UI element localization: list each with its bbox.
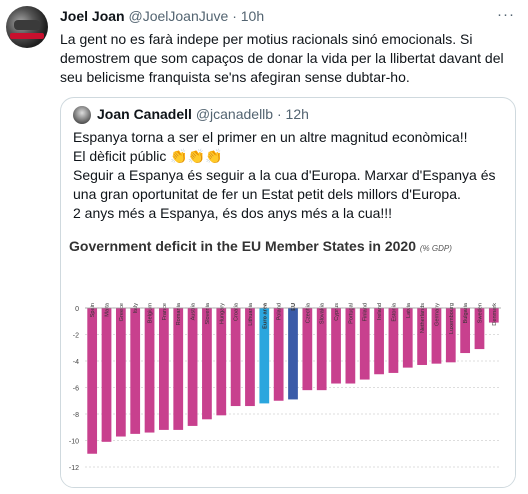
avatar-shape <box>14 20 40 30</box>
bar <box>460 308 471 354</box>
category-label: Greece <box>119 303 125 321</box>
bar <box>388 308 399 373</box>
bar <box>245 308 255 407</box>
category-label: Hungary <box>219 303 225 324</box>
quoted-author-name: Joan Canadell <box>97 106 192 122</box>
tweet-text: La gent no es farà indepe per motius rac… <box>60 31 504 85</box>
bar <box>87 308 98 454</box>
bar <box>259 308 270 404</box>
bar <box>331 308 341 384</box>
bar <box>431 308 442 364</box>
chart-title-text: Government deficit in the EU Member Stat… <box>69 238 416 254</box>
category-label: Sweden <box>477 303 483 323</box>
y-tick-label: -6 <box>73 386 79 393</box>
category-label: Netherlands <box>420 303 426 333</box>
category-label: Bulgaria <box>463 302 469 323</box>
bar <box>115 308 126 437</box>
separator-dot: · <box>276 106 282 122</box>
bar <box>374 308 384 375</box>
category-label: EU <box>291 303 297 311</box>
bar <box>316 308 327 391</box>
bar <box>187 308 198 426</box>
more-icon[interactable]: ··· <box>497 6 515 23</box>
avatar-shape <box>10 33 44 39</box>
chart-image[interactable]: Government deficit in the EU Member Stat… <box>61 236 515 487</box>
author-name[interactable]: Joel Joan <box>60 8 125 24</box>
bar <box>101 308 112 442</box>
tweet-time[interactable]: 10h <box>240 8 265 24</box>
category-label: Austria <box>191 302 197 320</box>
chart-title: Government deficit in the EU Member Stat… <box>69 238 452 254</box>
bar <box>159 308 169 430</box>
category-label: Czechia <box>305 302 311 323</box>
bar <box>273 308 284 401</box>
category-label: Finland <box>363 303 369 321</box>
category-label: Croatia <box>234 302 240 321</box>
category-label: Romania <box>176 302 182 325</box>
category-label: Cyprus <box>334 303 340 321</box>
category-label: Slovenia <box>205 302 211 324</box>
bar <box>173 308 184 430</box>
category-label: Poland <box>277 303 283 320</box>
y-tick-label: -4 <box>73 359 79 366</box>
bar <box>144 308 155 433</box>
bar <box>130 308 141 434</box>
category-label: Latvia <box>406 302 412 318</box>
bar <box>402 308 413 368</box>
category-label: Spain <box>90 303 96 317</box>
category-label: Slovakia <box>320 302 326 324</box>
quoted-author-avatar <box>73 106 91 124</box>
bar <box>202 308 212 420</box>
category-label: Ireland <box>377 303 383 320</box>
bar <box>488 308 499 323</box>
category-label: Portugal <box>348 303 354 324</box>
bar <box>417 308 427 365</box>
y-tick-label: -12 <box>69 465 79 472</box>
y-tick-label: -2 <box>73 333 79 340</box>
bar <box>345 308 356 384</box>
category-label: Euro area <box>262 302 268 329</box>
bar <box>359 308 370 380</box>
bar <box>474 308 485 350</box>
y-tick-label: 0 <box>75 306 79 313</box>
category-label: Luxembourg <box>449 303 455 334</box>
author-avatar[interactable] <box>6 6 48 48</box>
category-label: Denmark <box>492 303 498 326</box>
y-tick-label: -8 <box>73 412 79 419</box>
quoted-author-handle: @jcanadellb <box>195 106 274 122</box>
bar <box>230 308 241 407</box>
separator-dot: · <box>232 8 237 24</box>
quoted-tweet-header: Joan Canadell @jcanadellb · 12h <box>97 106 309 122</box>
quoted-tweet-time: 12h <box>285 106 309 122</box>
category-label: Malta <box>105 302 111 317</box>
chart-subtitle: (% GDP) <box>419 244 452 253</box>
quoted-tweet-text: Espanya torna a ser el primer en un altr… <box>73 129 496 221</box>
category-label: Germany <box>434 303 440 326</box>
category-label: France <box>162 303 168 320</box>
category-label: Estonia <box>391 302 397 322</box>
bar <box>216 308 227 416</box>
category-label: Lithuania <box>248 302 254 326</box>
category-label: Belgium <box>148 303 154 324</box>
quoted-tweet[interactable]: Joan Canadell @jcanadellb · 12h Espanya … <box>60 97 516 488</box>
y-tick-label: -10 <box>69 439 79 446</box>
tweet-header: Joel Joan @JoelJoanJuve · 10h <box>60 8 264 24</box>
bar <box>445 308 456 363</box>
author-handle[interactable]: @JoelJoanJuve <box>128 8 229 24</box>
bar <box>302 308 313 391</box>
bar <box>288 308 298 400</box>
